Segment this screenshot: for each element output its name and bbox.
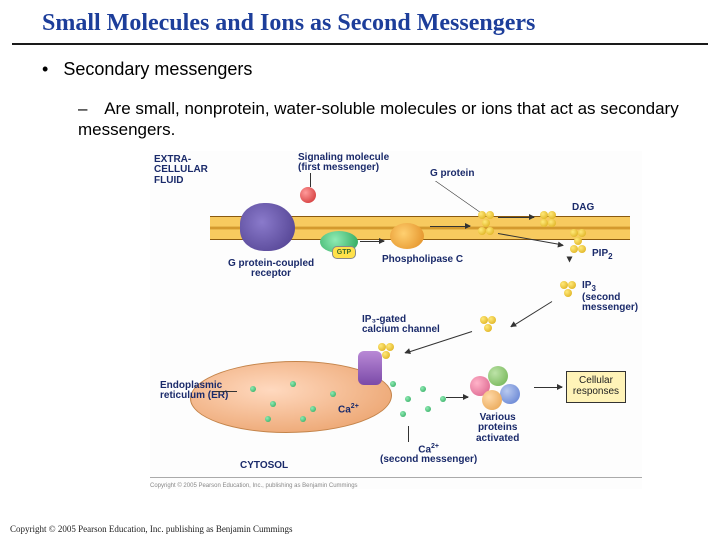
label-cytosol: CYTOSOL [240,461,288,472]
ip3-ball [382,351,390,359]
protein-blob [482,390,502,410]
dag-ball [540,211,548,219]
arrow-ca-proteins [446,397,468,398]
page-title: Small Molecules and Ions as Second Messe… [12,0,708,45]
label-ca-cytosol: Ca2+ (second messenger) [380,443,477,466]
pointer-ca [408,426,409,442]
arrow-proteins-response [534,387,562,388]
ip3-ball [568,281,576,289]
pip2-ball [578,229,586,237]
pip2-ball [486,211,494,219]
activated-proteins [470,366,530,411]
label-dag: DAG [572,203,594,214]
ip3-ball [378,343,386,351]
ip3-ball [560,281,568,289]
signaling-diagram: EXTRA- CELLULAR FLUID Signaling molecule… [150,151,642,489]
bullet-level1: Secondary messengers [42,59,690,80]
ip3-ball [488,316,496,324]
cellular-responses-box: Cellular responses [566,371,626,403]
ca-ion [265,416,271,422]
protein-blob [500,384,520,404]
ip3-ball [386,343,394,351]
gtp-label: GTP [332,246,356,259]
label-ca-er: Ca2+ [338,403,359,416]
label-ip3-channel: IP₃-gated calcium channel [362,315,440,336]
label-ip3: IP3 (second messenger) [582,281,642,314]
ca-ion [390,381,396,387]
pip2-ball [486,227,494,235]
dag-ball [548,219,556,227]
ca-ion [330,391,336,397]
ca-ion [425,406,431,412]
arrow-ip3-path [511,301,552,327]
ca-ion [400,411,406,417]
pointer-signaling [310,173,311,187]
ip3-channel-shape [358,351,382,385]
ca-ion [420,386,426,392]
label-proteins: Various proteins activated [476,413,519,445]
ca-ion [310,406,316,412]
ip3-ball [480,316,488,324]
dag-ball [540,219,548,227]
ca-ion [300,416,306,422]
arrow-pip2-dag [498,217,534,218]
label-pip2: PIP2 [592,249,613,261]
label-extracellular: EXTRA- CELLULAR FLUID [154,155,208,187]
protein-blob [488,366,508,386]
pip2-ball [478,227,486,235]
label-signaling-molecule: Signaling molecule (first messenger) [298,153,389,174]
label-gpcr: G protein-coupled receptor [228,259,314,280]
label-g-protein: G protein [430,169,474,180]
pip2-ball [574,237,582,245]
ca-ion [290,381,296,387]
pointer-er [215,391,237,392]
phospholipase-c-shape [390,223,424,249]
pip2-ball [478,211,486,219]
ca-ion [270,401,276,407]
pip2-ball [570,229,578,237]
content-area: Secondary messengers Are small, nonprote… [0,45,720,503]
ca-ion [250,386,256,392]
dag-ball [548,211,556,219]
ip3-ball [484,324,492,332]
ip3-ball [564,289,572,297]
bullet-level2: Are small, nonprotein, water-soluble mol… [78,98,690,141]
ca-ion [405,396,411,402]
pip2-ball [482,219,490,227]
pip2-ball [578,245,586,253]
signaling-molecule-shape [300,187,316,203]
arrow-plc-pip2 [430,226,470,227]
figure-copyright: Copyright © 2005 Pearson Education, Inc.… [150,483,358,489]
gpcr-shape [240,203,295,251]
label-plc: Phospholipase C [382,255,463,266]
arrow-gprot-plc [360,241,384,242]
pip2-ball [570,245,578,253]
slide-copyright: Copyright © 2005 Pearson Education, Inc.… [10,524,293,534]
diagram-baseline [150,477,642,478]
